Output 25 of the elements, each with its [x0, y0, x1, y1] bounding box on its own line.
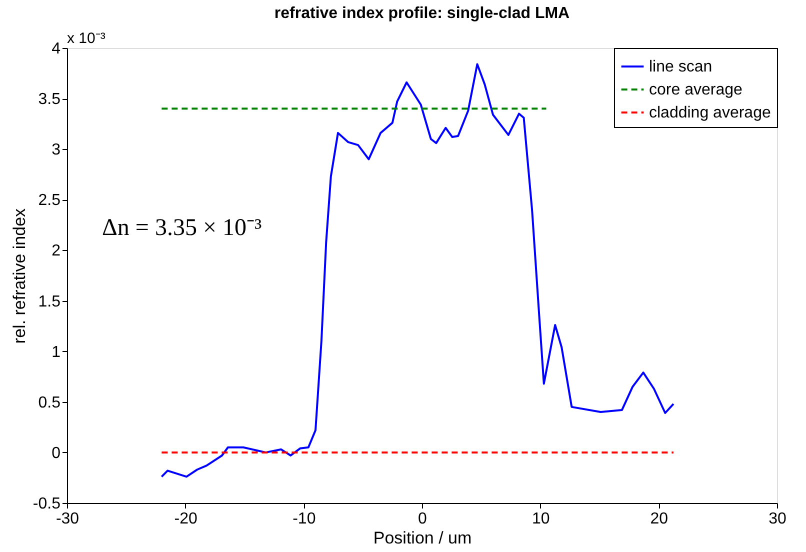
annotation: Δn = 3.35 × 10⁻³	[102, 215, 262, 241]
legend-label: core average	[649, 82, 742, 98]
y-tick-label: 2.5	[38, 192, 61, 210]
y-tick-label: 0.5	[38, 394, 61, 412]
legend-label: line scan	[649, 58, 712, 76]
y-tick-label: -0.5	[32, 496, 61, 512]
x-tick-label: 30	[768, 510, 786, 528]
x-tick-label: -20	[174, 510, 198, 528]
y-tick-label: 1	[52, 344, 61, 361]
y-tick-label: 0	[52, 444, 61, 462]
y-tick-label: 1.5	[38, 293, 61, 310]
y-tick-label: 2	[52, 242, 61, 260]
y-tick-label: 3	[52, 142, 61, 159]
x-tick-label: -10	[292, 510, 316, 528]
y-tick-label: 4	[52, 40, 61, 58]
y-axis-title: rel. refrative index	[10, 208, 29, 344]
x-tick-label: 10	[532, 510, 550, 528]
legend-label: cladding average	[649, 104, 771, 122]
x-axis-title: Position / um	[373, 528, 472, 548]
chart-title: refrative index profile: single-clad LMA	[274, 5, 570, 22]
y-tick-label: 3.5	[38, 91, 61, 108]
text: x 10⁻³	[67, 30, 106, 47]
x-tick-label: -30	[56, 510, 80, 528]
x-tick-label: 0	[418, 510, 428, 528]
x-tick-label: 20	[650, 510, 668, 528]
